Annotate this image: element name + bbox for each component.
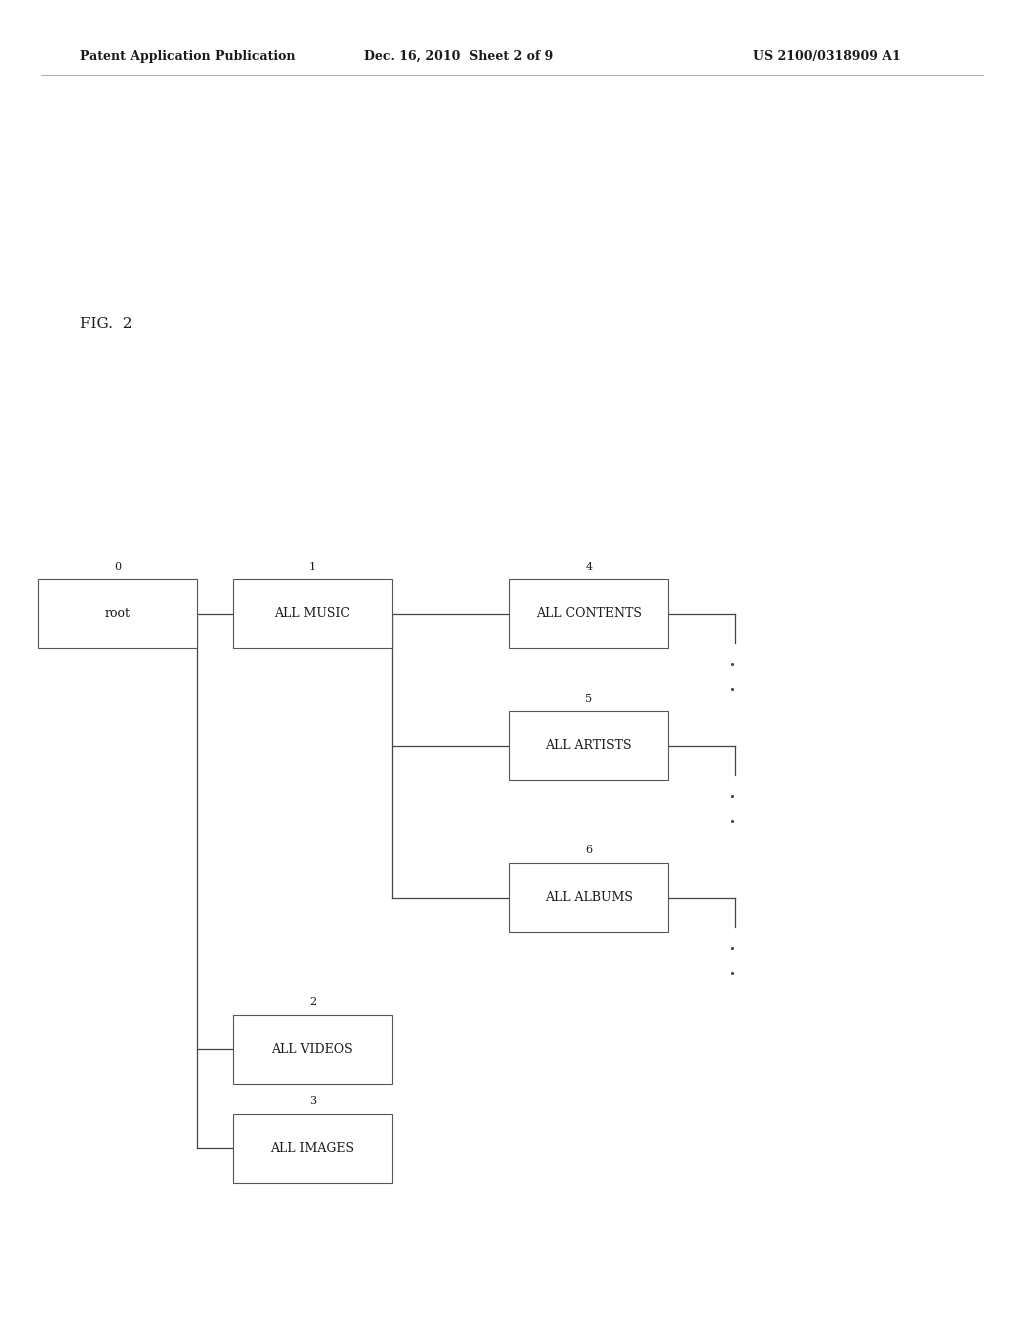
Text: Dec. 16, 2010  Sheet 2 of 9: Dec. 16, 2010 Sheet 2 of 9 bbox=[364, 50, 553, 63]
Text: ALL MUSIC: ALL MUSIC bbox=[274, 607, 350, 620]
Text: FIG.  2: FIG. 2 bbox=[80, 317, 132, 331]
Text: ALL ARTISTS: ALL ARTISTS bbox=[546, 739, 632, 752]
Text: Patent Application Publication: Patent Application Publication bbox=[80, 50, 295, 63]
Text: 1: 1 bbox=[309, 561, 315, 572]
Text: 5: 5 bbox=[586, 693, 592, 704]
Text: root: root bbox=[104, 607, 131, 620]
Text: 6: 6 bbox=[586, 845, 592, 855]
Text: ALL ALBUMS: ALL ALBUMS bbox=[545, 891, 633, 904]
Text: 4: 4 bbox=[586, 561, 592, 572]
FancyBboxPatch shape bbox=[232, 1114, 391, 1183]
FancyBboxPatch shape bbox=[509, 579, 668, 648]
Text: 0: 0 bbox=[115, 561, 121, 572]
FancyBboxPatch shape bbox=[39, 579, 197, 648]
Text: 3: 3 bbox=[309, 1096, 315, 1106]
FancyBboxPatch shape bbox=[232, 1015, 391, 1084]
Text: ALL VIDEOS: ALL VIDEOS bbox=[271, 1043, 353, 1056]
FancyBboxPatch shape bbox=[509, 863, 668, 932]
Text: ALL CONTENTS: ALL CONTENTS bbox=[536, 607, 642, 620]
FancyBboxPatch shape bbox=[232, 579, 391, 648]
Text: 2: 2 bbox=[309, 997, 315, 1007]
Text: ALL IMAGES: ALL IMAGES bbox=[270, 1142, 354, 1155]
Text: US 2100/0318909 A1: US 2100/0318909 A1 bbox=[753, 50, 900, 63]
FancyBboxPatch shape bbox=[509, 711, 668, 780]
